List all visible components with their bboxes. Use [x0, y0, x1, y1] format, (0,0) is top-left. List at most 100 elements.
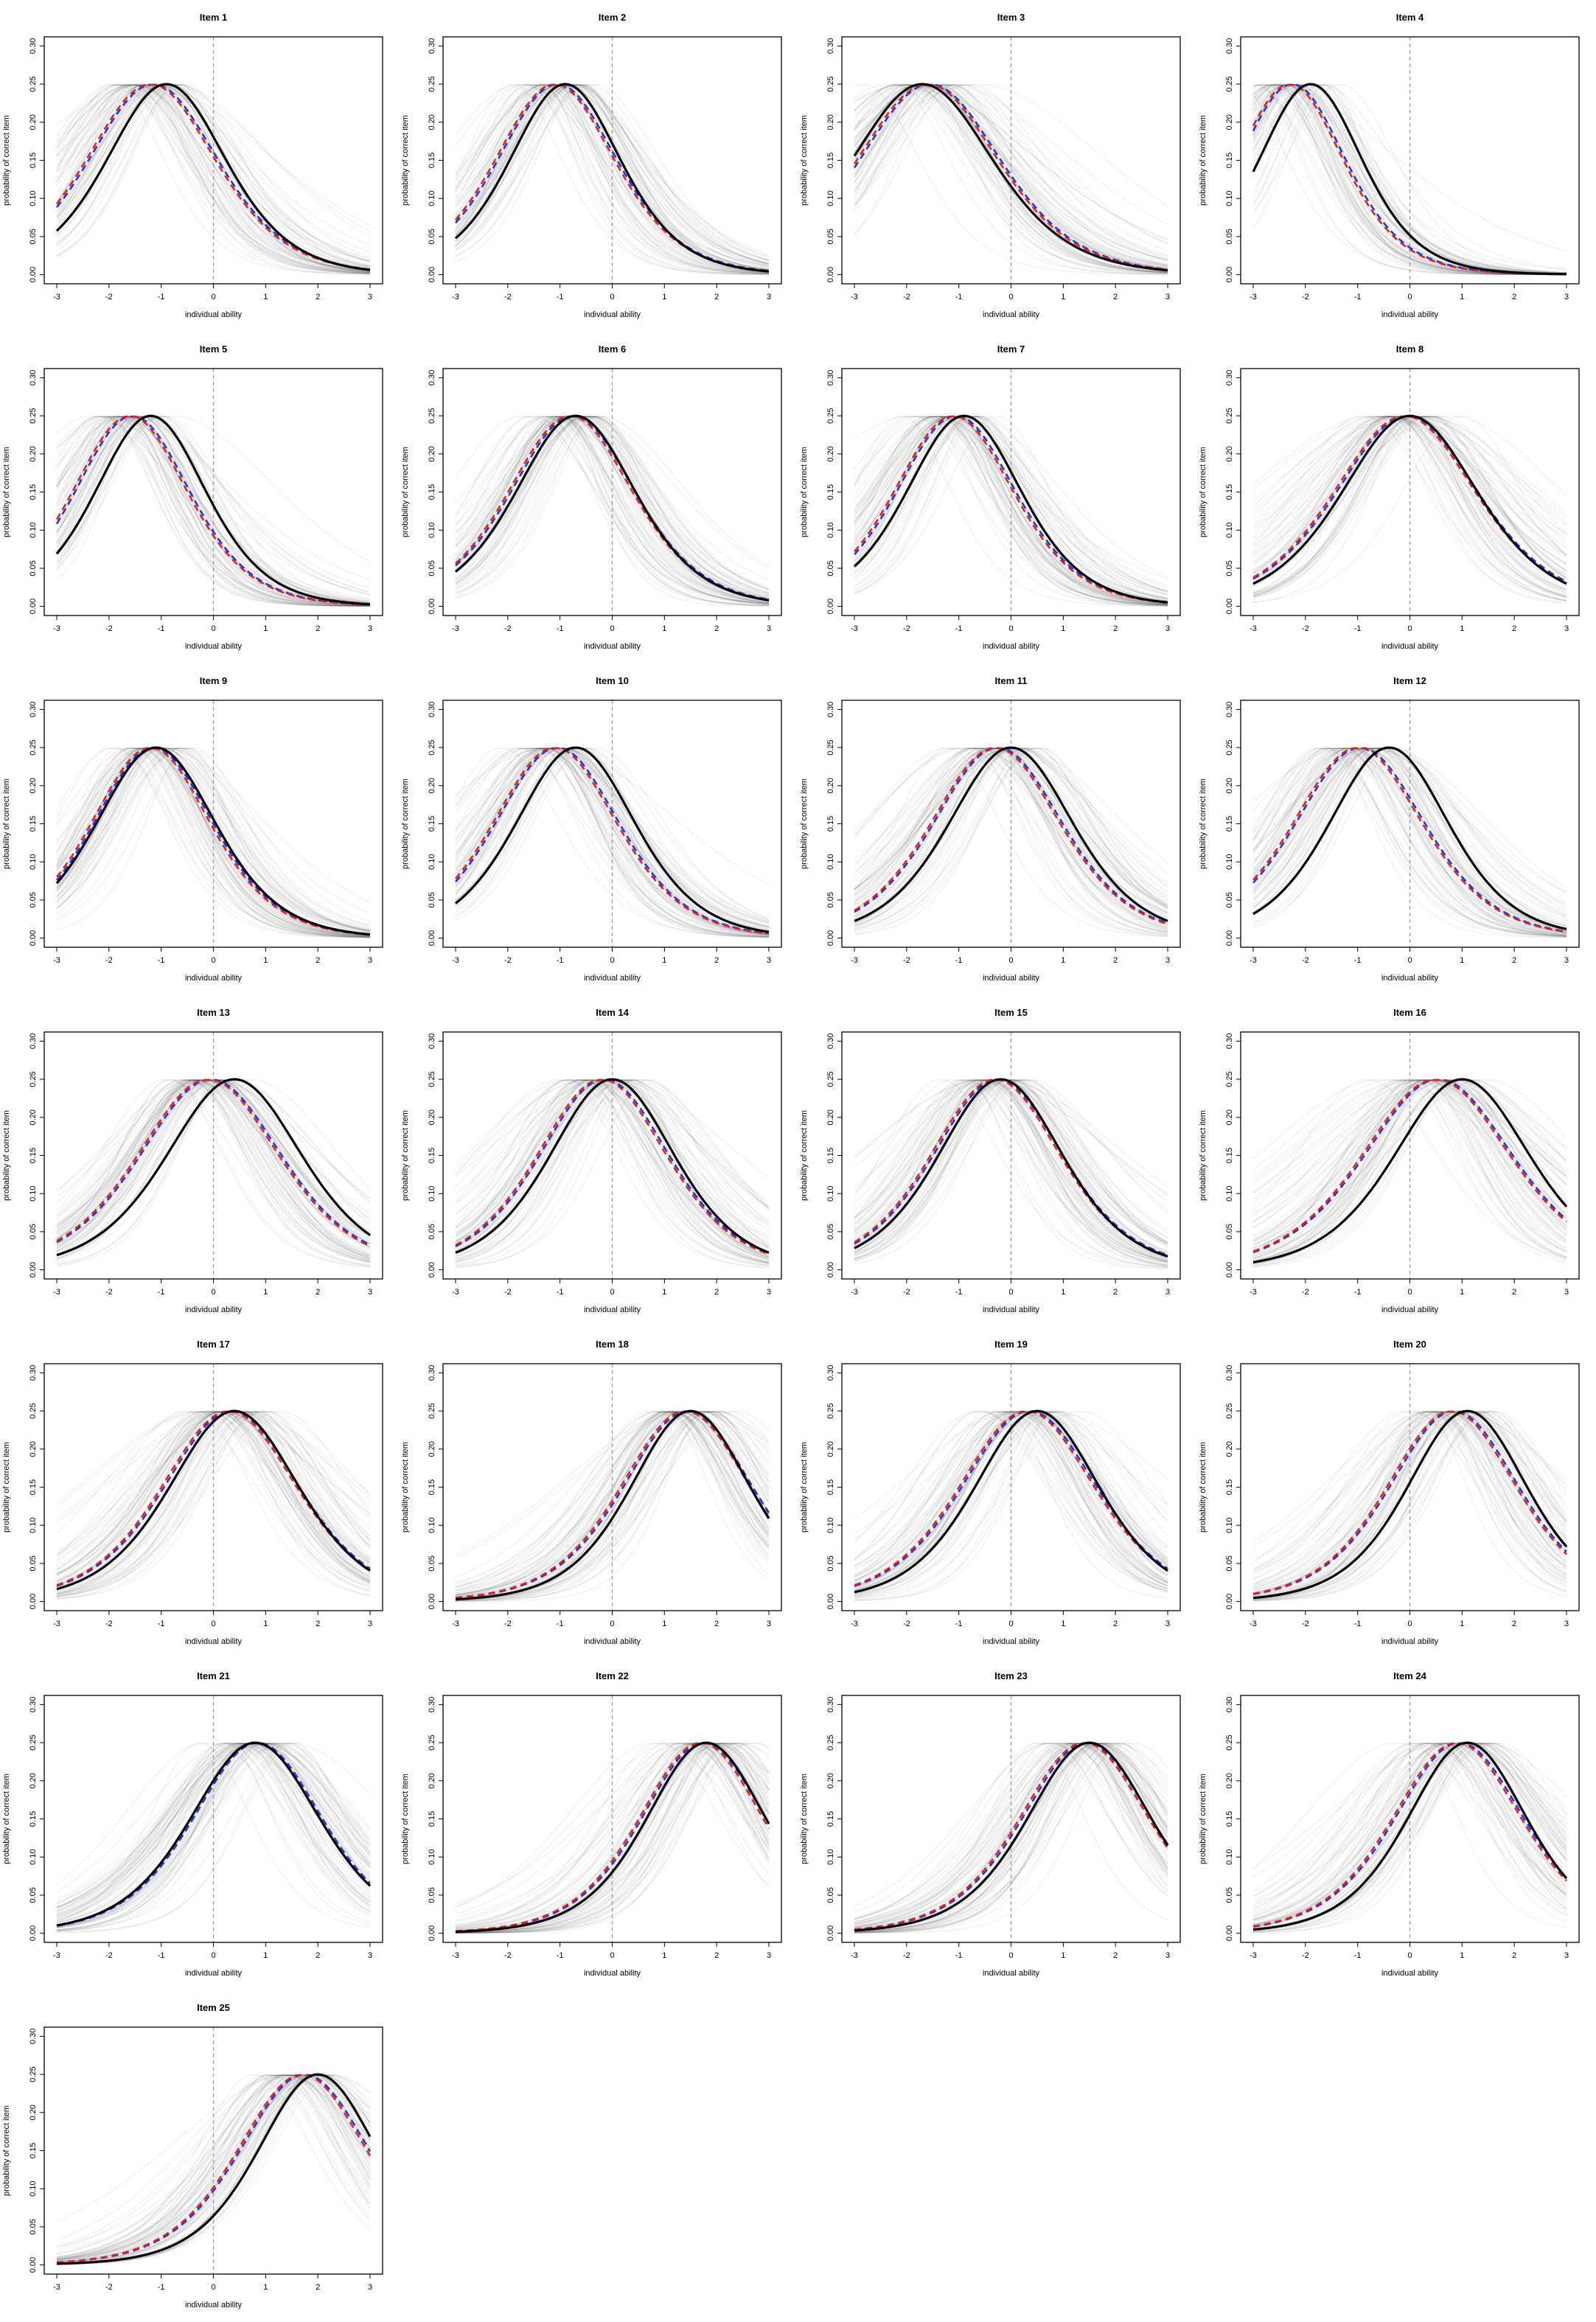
true-curve-line — [1252, 1409, 1568, 1600]
true-curve-line — [854, 1078, 1168, 1258]
posterior-draw-line — [1252, 1411, 1567, 1599]
estimate-blue-line — [56, 2074, 372, 2264]
posterior-draw-line — [56, 2074, 371, 2262]
item-panel: Item 1 -3 -2 -1 0 1 2 3 individual ability 0.00 0.… — [0, 0, 399, 332]
x-tick-label: 2 — [316, 956, 320, 965]
x-tick-label: -2 — [903, 1620, 910, 1628]
y-tick-label: 0.05 — [1225, 1224, 1234, 1239]
posterior-draw-line — [56, 1743, 371, 1928]
posterior-draw-line — [1252, 1411, 1567, 1600]
posterior-draw-line — [56, 2074, 371, 2260]
y-tick-label: 0.00 — [1225, 267, 1234, 282]
posterior-draw-line — [1252, 1743, 1567, 1920]
y-axis: 0.00 0.05 0.10 0.15 0.20 0.25 0.30 — [29, 38, 44, 282]
posterior-draw-line — [854, 416, 1168, 604]
posterior-draw-line — [455, 1411, 770, 1597]
posterior-draw-line — [56, 747, 371, 933]
estimate-red-line — [56, 2074, 372, 2264]
y-tick-label: 0.30 — [29, 1697, 38, 1712]
posterior-draw-line — [56, 2074, 371, 2262]
y-tick-label: 0.20 — [1225, 778, 1234, 793]
y-tick-label: 0.00 — [29, 599, 38, 614]
posterior-draw-line — [1252, 1743, 1567, 1928]
y-tick-label: 0.20 — [1225, 446, 1234, 461]
posterior-draw-line — [1252, 1079, 1567, 1252]
y-tick-label: 0.10 — [826, 522, 835, 537]
x-tick-label: -3 — [851, 293, 858, 301]
x-tick-label: -1 — [557, 293, 564, 301]
posterior-draw-line — [455, 747, 770, 933]
x-tick-label: -2 — [504, 624, 512, 633]
y-tick-label: 0.05 — [428, 560, 436, 576]
y-tick-label: 0.05 — [826, 1224, 835, 1239]
panel-title: Item 9 — [200, 675, 228, 686]
x-tick-label: 3 — [368, 293, 372, 301]
posterior-draw-line — [455, 1411, 770, 1602]
x-tick-label: 3 — [1564, 624, 1569, 633]
x-tick-label: -2 — [105, 624, 113, 633]
x-tick-label: 2 — [1512, 956, 1516, 965]
posterior-draw-line — [854, 1743, 1168, 1932]
y-tick-label: 0.30 — [1225, 38, 1234, 54]
x-tick-label: -1 — [557, 1951, 564, 1960]
posterior-draw-line — [56, 84, 371, 268]
posterior-draw-line — [56, 1411, 371, 1594]
posterior-draw-line — [455, 1411, 770, 1596]
posterior-draw-line — [854, 416, 1168, 607]
y-axis: 0.00 0.05 0.10 0.15 0.20 0.25 0.30 — [428, 1033, 443, 1277]
posterior-draw-line — [854, 416, 1168, 607]
panel-title: Item 5 — [200, 344, 228, 355]
estimate-red-line — [1252, 1410, 1567, 1595]
posterior-draw-line — [56, 1079, 371, 1261]
posterior-draw-line — [56, 1743, 371, 1928]
x-tick-label: 2 — [316, 293, 320, 301]
x-axis-label: individual ability — [1381, 310, 1439, 319]
x-tick-label: 0 — [610, 1951, 614, 1960]
y-tick-label: 0.10 — [826, 190, 835, 206]
posterior-draw-line — [455, 1411, 770, 1587]
x-axis-label: individual ability — [1381, 1305, 1439, 1314]
posterior-draw-line — [455, 747, 770, 938]
item-panel: Item 10 -3 -2 -1 0 1 2 3 individual ability 0.00 0… — [399, 663, 798, 995]
posterior-draw-line — [56, 84, 371, 273]
posterior-draw-line — [455, 84, 770, 255]
posterior-draw-line — [1252, 416, 1567, 601]
x-tick-label: 2 — [714, 956, 719, 965]
posterior-draw-line — [1252, 1411, 1567, 1600]
y-tick-label: 0.10 — [826, 854, 835, 869]
y-tick-label: 0.00 — [428, 599, 436, 614]
posterior-draw-line — [1252, 1743, 1567, 1934]
x-tick-label: -2 — [1302, 624, 1309, 633]
x-tick-label: 0 — [211, 1951, 215, 1960]
x-axis-label: individual ability — [1381, 1969, 1439, 1978]
y-axis-label: probability of correct item — [401, 1110, 410, 1201]
posterior-draw-line — [455, 1411, 770, 1555]
posterior-draw-line — [455, 84, 770, 258]
y-tick-label: 0.00 — [826, 930, 835, 946]
x-tick-label: 2 — [1113, 1951, 1118, 1960]
posterior-draw-line — [854, 416, 1168, 578]
x-tick-label: 0 — [1008, 624, 1013, 633]
y-tick-label: 0.20 — [428, 1109, 436, 1125]
posterior-draw-line — [455, 1079, 770, 1267]
y-axis: 0.00 0.05 0.10 0.15 0.20 0.25 0.30 — [428, 1697, 443, 1941]
posterior-draw-line — [854, 84, 1168, 270]
y-axis: 0.00 0.05 0.10 0.15 0.20 0.25 0.30 — [29, 1033, 44, 1277]
x-tick-label: 1 — [1460, 1288, 1464, 1297]
x-tick-label: -3 — [53, 293, 60, 301]
posterior-draw-line — [455, 747, 770, 938]
posterior-draw-line — [1252, 747, 1567, 935]
item-panel: Item 22 -3 -2 -1 0 1 2 3 individual ability 0.00 0… — [399, 1659, 798, 1990]
y-tick-label: 0.10 — [428, 1185, 436, 1201]
true-curve-line — [56, 1741, 372, 1927]
x-tick-label: 3 — [368, 1951, 372, 1960]
panel-title: Item 12 — [1393, 675, 1426, 686]
posterior-draw-line — [854, 1743, 1168, 1931]
x-tick-label: 1 — [1061, 1951, 1065, 1960]
y-axis-label: probability of correct item — [1199, 1110, 1208, 1201]
item-panel: Item 16 -3 -2 -1 0 1 2 3 individual ability 0.00 0… — [1196, 995, 1595, 1327]
y-tick-label: 0.10 — [1225, 1849, 1234, 1864]
x-axis: -3 -2 -1 0 1 2 3 — [851, 284, 1170, 301]
